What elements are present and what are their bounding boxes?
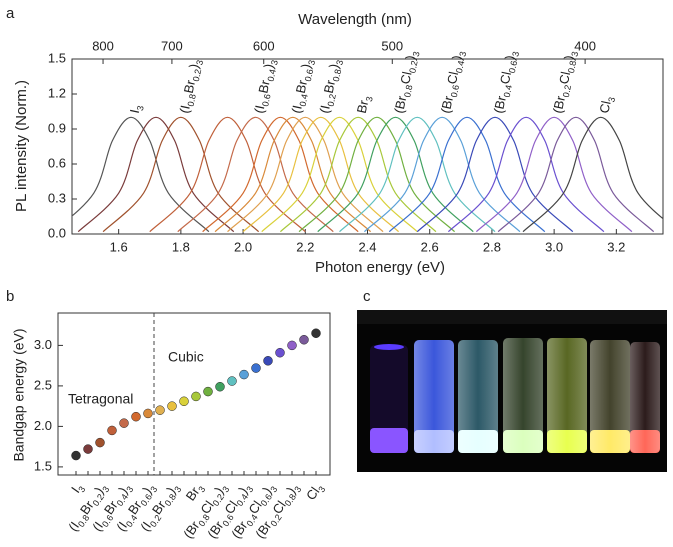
- spectrum-line: [214, 116, 372, 233]
- spectrum-line: [227, 116, 384, 233]
- y-tick-label: 1.2: [48, 85, 66, 100]
- y-tick-label: 0.9: [48, 120, 66, 135]
- spectrum-line: [416, 116, 574, 233]
- data-point: [83, 444, 93, 454]
- curve-label: (I0.4Br0.6)3: [288, 57, 317, 115]
- data-point: [311, 328, 321, 338]
- y-axis-title: Bandgap energy (eV): [11, 328, 27, 461]
- data-point: [251, 363, 261, 373]
- data-point: [131, 411, 141, 422]
- annotation: Cubic: [168, 349, 204, 365]
- data-point: [227, 376, 237, 386]
- y-tick-label: 0.6: [48, 155, 66, 170]
- x-axis-title: Photon energy (eV): [315, 259, 445, 276]
- y-tick-label: 2.5: [34, 377, 52, 392]
- y-tick-label: 3.0: [34, 337, 52, 352]
- curve-label: (I0.2Br0.8)3: [316, 57, 345, 115]
- y-axis-title: PL intensity (Norm.): [13, 80, 30, 212]
- data-point: [107, 425, 117, 436]
- x2-tick-label: 800: [92, 38, 114, 53]
- spectrum-line: [72, 116, 210, 233]
- spectrum-line: [298, 116, 456, 233]
- curve-label: (I0.8Br0.2)3: [176, 57, 205, 115]
- spectrum-line: [202, 116, 359, 233]
- y-tick-label: 2.0: [34, 418, 52, 433]
- spectrum-line: [261, 116, 418, 233]
- x2-tick-label: 500: [381, 38, 403, 53]
- x-tick-label: 2.8: [483, 239, 501, 254]
- x-tick-label: I3: [68, 480, 88, 497]
- spectrum-line: [317, 116, 474, 233]
- curve-label: Br3: [354, 94, 375, 115]
- curve-label: Cl3: [596, 95, 617, 116]
- x-tick-label: 2.2: [296, 239, 314, 254]
- data-point: [203, 386, 213, 397]
- annotation: Tetragonal: [68, 391, 133, 407]
- x-tick-label: 3.2: [607, 239, 625, 254]
- spectrum-line: [279, 116, 437, 233]
- data-point: [287, 340, 297, 351]
- spectrum-line: [475, 116, 633, 233]
- y-tick-label: 1.5: [34, 458, 52, 473]
- data-point: [143, 408, 153, 419]
- spectrum-line: [497, 116, 655, 233]
- curve-label: I3: [127, 103, 146, 115]
- panel-label: b: [6, 288, 14, 305]
- spectrum-line: [388, 116, 546, 233]
- data-point: [167, 401, 177, 411]
- spectrum-line: [149, 116, 306, 233]
- x-tick-label: 2.6: [421, 239, 439, 254]
- y-tick-label: 0.0: [48, 225, 66, 240]
- data-point: [155, 405, 165, 415]
- spectrum-line: [363, 116, 521, 233]
- data-point: [179, 396, 189, 407]
- x-tick-label: 1.6: [110, 239, 128, 254]
- x2-tick-label: 400: [574, 38, 596, 53]
- spectrum-line: [177, 116, 334, 233]
- data-point: [215, 381, 225, 392]
- x2-tick-label: 600: [253, 38, 275, 53]
- y-tick-label: 1.5: [48, 50, 66, 65]
- panel-label: c: [363, 288, 371, 305]
- data-point: [275, 347, 285, 358]
- spectrum-line: [77, 116, 235, 233]
- x-tick-label: 2.0: [234, 239, 252, 254]
- photo: [357, 310, 667, 472]
- x-tick-label: Cl3: [303, 480, 328, 504]
- x-tick-label: 3.0: [545, 239, 563, 254]
- data-point: [191, 391, 201, 402]
- data-point: [71, 450, 81, 461]
- data-point: [299, 334, 309, 345]
- data-point: [119, 418, 129, 428]
- x-tick-label: 1.8: [172, 239, 190, 254]
- x2-tick-label: 700: [161, 38, 183, 53]
- y-tick-label: 0.3: [48, 190, 66, 205]
- data-point: [95, 437, 105, 448]
- data-point: [239, 369, 249, 380]
- panel-label: a: [6, 5, 15, 22]
- spectra: [72, 116, 663, 233]
- spectrum-line: [522, 116, 663, 233]
- data-point: [263, 356, 273, 366]
- spectrum-line: [339, 116, 496, 233]
- plot-frame: [57, 312, 331, 476]
- x2-axis-title: Wavelength (nm): [298, 11, 412, 28]
- x-tick-label: 2.4: [358, 239, 376, 254]
- curve-label: (I0.6Br0.4)3: [251, 57, 280, 115]
